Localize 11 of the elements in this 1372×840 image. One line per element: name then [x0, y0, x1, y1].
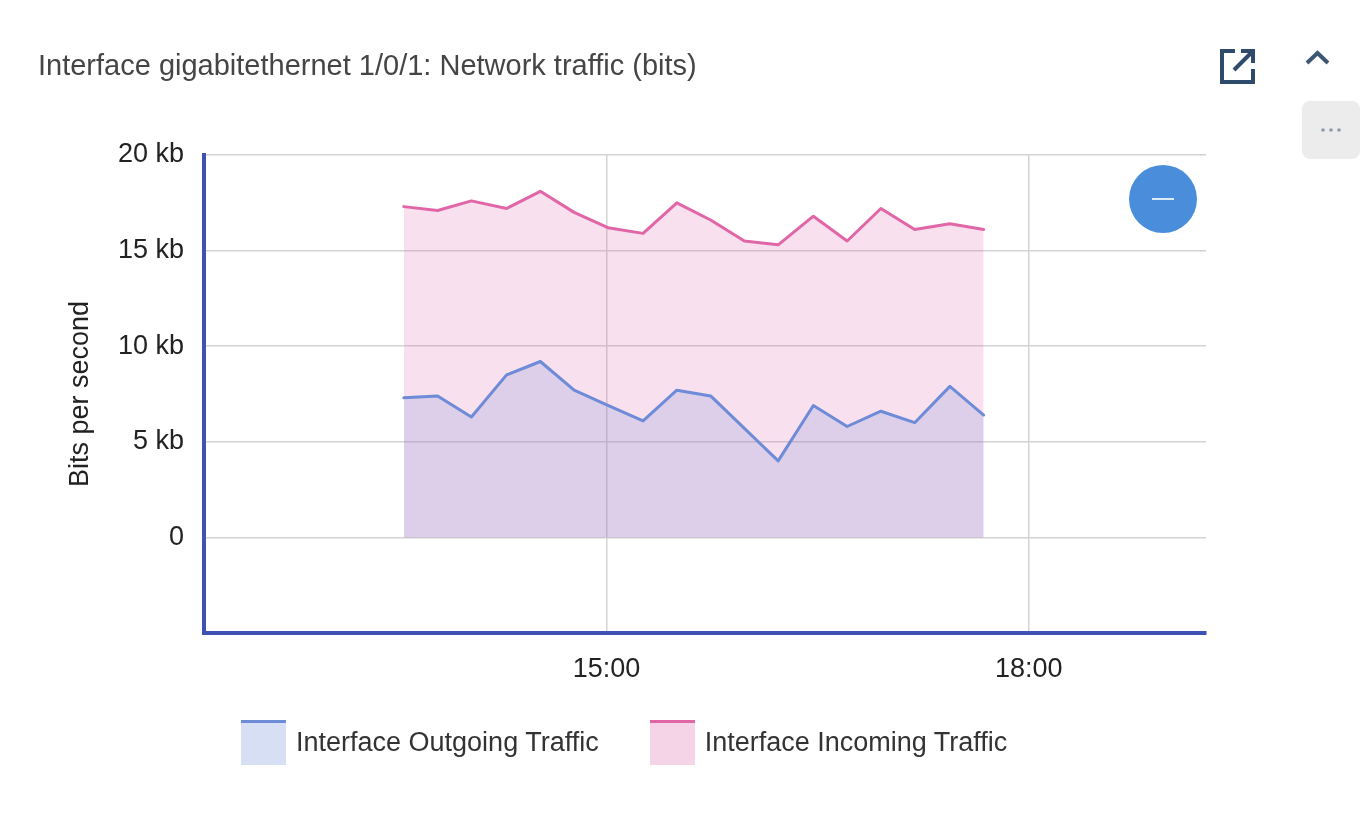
y-tick-label: 5 kb: [132, 425, 184, 456]
y-axis-title: Bits per second: [63, 300, 94, 488]
y-tick-label: 20 kb: [117, 138, 184, 169]
x-tick-label: 15:00: [572, 652, 641, 683]
chart-title: Interface gigabitethernet 1/0/1: Network traffic (bits): [38, 48, 697, 82]
legend-label: Interface Incoming Traffic: [704, 726, 1008, 759]
x-tick-label: 18:00: [994, 652, 1063, 683]
legend-label: Interface Outgoing Traffic: [296, 726, 599, 759]
y-tick-label: 10 kb: [117, 329, 184, 360]
y-tick-label: 15 kb: [117, 234, 184, 265]
y-tick-label: 0: [168, 520, 184, 551]
